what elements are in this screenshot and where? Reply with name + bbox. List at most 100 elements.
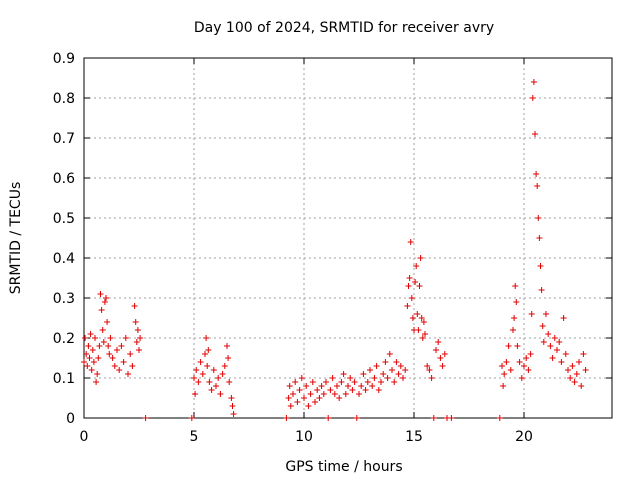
data-point [195, 379, 202, 385]
data-point [131, 303, 138, 309]
data-point [500, 383, 507, 389]
data-point [424, 363, 431, 369]
data-point [336, 395, 343, 401]
data-point [430, 415, 437, 421]
data-point [507, 367, 514, 373]
data-point [105, 343, 112, 349]
data-point [539, 323, 546, 329]
data-point [426, 367, 433, 373]
data-point [133, 339, 140, 345]
data-point [404, 303, 411, 309]
data-point [382, 359, 389, 365]
x-tick-label: 20 [515, 429, 533, 445]
data-point [92, 335, 98, 341]
data-point [534, 183, 541, 189]
data-point [96, 343, 103, 349]
data-point [569, 363, 576, 369]
data-point [414, 311, 421, 317]
data-point [412, 279, 419, 285]
data-point [375, 387, 382, 393]
data-point [303, 383, 310, 389]
data-point [125, 371, 131, 377]
data-point [188, 415, 195, 421]
data-point [528, 311, 535, 317]
data-point [224, 343, 230, 349]
data-point [428, 375, 435, 381]
data-point [537, 263, 544, 269]
data-point [551, 335, 558, 341]
data-point [364, 379, 371, 385]
data-point [325, 415, 332, 421]
data-point [356, 391, 362, 397]
x-tick-label: 5 [190, 429, 199, 445]
data-point [525, 367, 532, 373]
y-tick-label: 0 [66, 411, 75, 427]
data-point [87, 331, 94, 337]
data-point [499, 363, 505, 369]
data-point [351, 379, 358, 385]
x-axis-label: GPS time / hours [285, 459, 402, 475]
data-point [197, 359, 204, 365]
data-point [331, 391, 338, 397]
data-point [369, 383, 376, 389]
data-point [320, 391, 327, 397]
data-point [397, 363, 404, 369]
data-point [496, 415, 503, 421]
data-point [420, 319, 427, 325]
data-point [543, 311, 549, 317]
data-point [283, 415, 290, 421]
data-point [549, 355, 556, 361]
data-point [327, 387, 334, 393]
data-point [556, 339, 563, 345]
data-point [409, 315, 416, 321]
y-tick-label: 0.4 [53, 251, 75, 267]
data-point [536, 235, 543, 241]
data-point [329, 375, 336, 381]
data-point [358, 383, 365, 389]
data-point [393, 359, 400, 365]
data-point [199, 371, 206, 377]
data-point [338, 379, 345, 385]
data-point [391, 379, 398, 385]
data-point [99, 327, 106, 333]
data-point [136, 347, 142, 353]
data-point [305, 403, 312, 409]
data-point [226, 379, 233, 385]
data-point [81, 359, 87, 365]
data-point [122, 335, 129, 341]
data-point [540, 339, 547, 345]
data-point [384, 375, 391, 381]
y-axis-label: SRMTID / TECUs [8, 182, 24, 295]
data-point [406, 275, 413, 281]
data-point [296, 387, 303, 393]
data-point [516, 359, 523, 365]
data-point [286, 383, 293, 389]
data-point [84, 363, 91, 369]
data-point [510, 327, 516, 333]
data-point [408, 295, 415, 301]
data-point [83, 351, 90, 357]
data-point [109, 355, 116, 361]
y-tick-label: 0.2 [53, 331, 75, 347]
data-point [367, 367, 373, 373]
data-point [230, 411, 237, 417]
y-tick-label: 0.5 [53, 211, 75, 227]
data-point [523, 355, 530, 361]
data-point [402, 367, 409, 373]
data-point [292, 379, 299, 385]
data-point [545, 331, 552, 337]
data-point [512, 283, 519, 289]
data-point [389, 367, 395, 373]
data-point [107, 335, 114, 341]
data-point [95, 355, 102, 361]
data-point [340, 371, 347, 377]
data-point [116, 367, 123, 373]
data-point [529, 95, 536, 101]
data-point [342, 391, 349, 397]
data-point [371, 375, 378, 381]
data-point [206, 379, 213, 385]
chart-title: Day 100 of 2024, SRMTID for receiver avr… [194, 20, 494, 36]
data-point [386, 351, 393, 357]
data-point [309, 379, 316, 385]
